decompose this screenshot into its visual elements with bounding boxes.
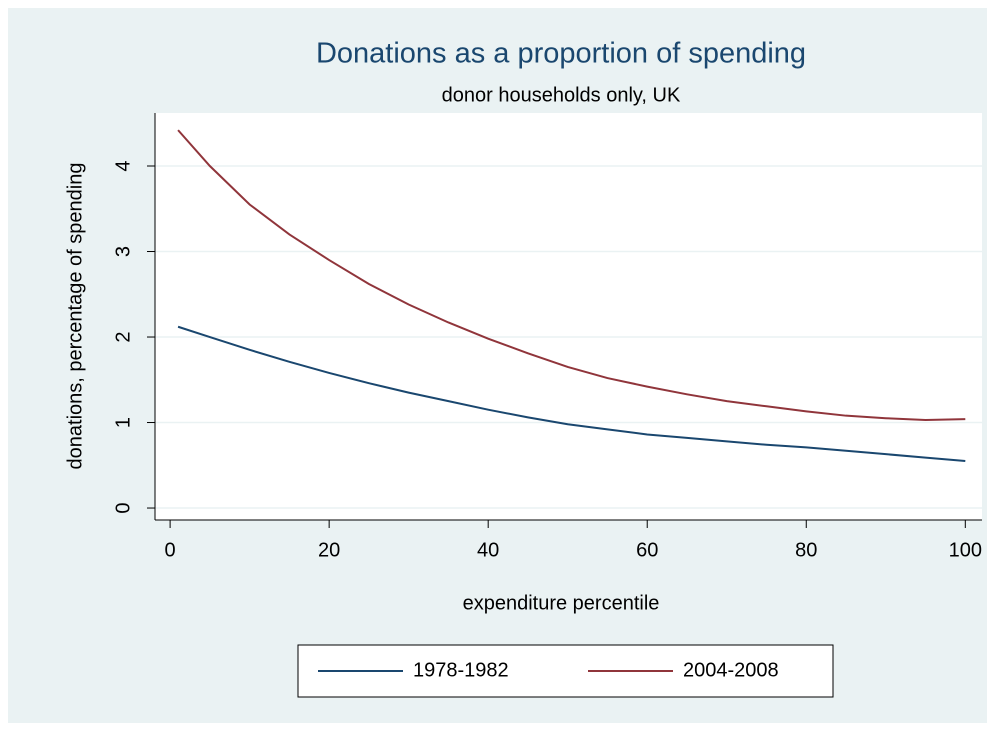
legend-label: 1978-1982 (413, 659, 509, 681)
series-line (177, 325, 966, 462)
x-tick-label: 80 (795, 539, 817, 561)
legend-label: 2004-2008 (683, 659, 779, 681)
x-tick-label: 60 (636, 539, 658, 561)
y-tick-label: 2 (112, 331, 134, 342)
y-axis-label: donations, percentage of spending (64, 163, 86, 470)
y-tick-label: 3 (112, 246, 134, 257)
x-axis-label: expenditure percentile (463, 592, 660, 614)
x-tick-label: 40 (477, 539, 499, 561)
x-tick-label: 20 (318, 539, 340, 561)
y-tick-label: 1 (112, 417, 134, 428)
plot-region (155, 113, 982, 520)
x-tick-label: 100 (949, 539, 982, 561)
series-line (177, 129, 966, 421)
x-tick-label: 0 (165, 539, 176, 561)
y-tick-label: 0 (112, 502, 134, 513)
chart-subtitle: donor households only, UK (442, 84, 681, 106)
y-tick-label: 4 (112, 160, 134, 171)
chart-title: Donations as a proportion of spending (316, 38, 806, 70)
